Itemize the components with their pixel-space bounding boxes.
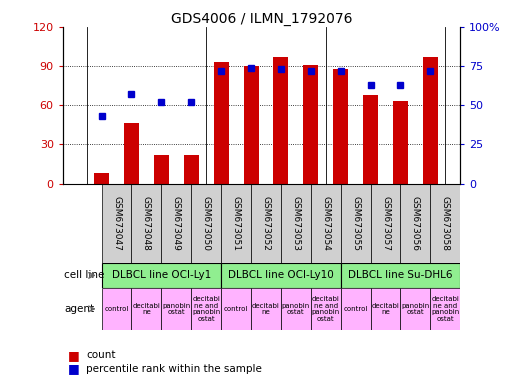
Text: decitabi
ne and
panobin
ostat: decitabi ne and panobin ostat xyxy=(312,296,340,322)
Bar xyxy=(311,288,340,330)
Bar xyxy=(154,155,169,184)
Bar xyxy=(244,66,258,184)
Bar xyxy=(221,288,251,330)
Bar xyxy=(430,288,460,330)
Bar xyxy=(221,263,340,288)
Text: DLBCL line OCI-Ly1: DLBCL line OCI-Ly1 xyxy=(112,270,211,280)
Text: GSM673050: GSM673050 xyxy=(202,196,211,251)
Text: panobin
ostat: panobin ostat xyxy=(401,303,429,315)
Bar xyxy=(101,263,221,288)
Bar xyxy=(191,288,221,330)
Text: decitabi
ne and
panobin
ostat: decitabi ne and panobin ostat xyxy=(192,296,220,322)
Bar xyxy=(214,62,229,184)
Bar xyxy=(251,288,281,330)
Bar xyxy=(371,288,401,330)
Bar xyxy=(251,184,281,263)
Bar xyxy=(94,173,109,184)
Bar xyxy=(101,288,131,330)
Text: GSM673048: GSM673048 xyxy=(142,196,151,251)
Bar xyxy=(131,184,162,263)
Bar xyxy=(393,101,408,184)
Bar xyxy=(281,184,311,263)
Bar xyxy=(101,184,131,263)
Bar xyxy=(340,288,371,330)
Text: decitabi
ne: decitabi ne xyxy=(132,303,161,315)
Text: GSM673057: GSM673057 xyxy=(381,196,390,251)
Bar xyxy=(303,65,319,184)
Bar xyxy=(311,184,340,263)
Text: control: control xyxy=(105,306,129,312)
Text: panobin
ostat: panobin ostat xyxy=(162,303,190,315)
Text: panobin
ostat: panobin ostat xyxy=(282,303,310,315)
Text: control: control xyxy=(224,306,248,312)
Bar xyxy=(184,155,199,184)
Text: GSM673051: GSM673051 xyxy=(232,196,241,251)
Bar xyxy=(423,57,438,184)
Bar xyxy=(401,288,430,330)
Bar xyxy=(191,184,221,263)
Bar xyxy=(340,263,460,288)
Text: GSM673049: GSM673049 xyxy=(172,196,181,251)
Text: percentile rank within the sample: percentile rank within the sample xyxy=(86,364,262,374)
Text: DLBCL line Su-DHL6: DLBCL line Su-DHL6 xyxy=(348,270,453,280)
Text: ■: ■ xyxy=(68,349,79,362)
Text: GSM673056: GSM673056 xyxy=(411,196,420,251)
Text: control: control xyxy=(344,306,368,312)
Bar xyxy=(333,69,348,184)
Text: decitabi
ne: decitabi ne xyxy=(371,303,400,315)
Text: decitabi
ne: decitabi ne xyxy=(252,303,280,315)
Bar xyxy=(131,288,162,330)
Title: GDS4006 / ILMN_1792076: GDS4006 / ILMN_1792076 xyxy=(170,12,353,26)
Text: GSM673058: GSM673058 xyxy=(441,196,450,251)
Text: decitabi
ne and
panobin
ostat: decitabi ne and panobin ostat xyxy=(431,296,459,322)
Bar xyxy=(281,288,311,330)
Text: GSM673054: GSM673054 xyxy=(321,196,330,251)
Bar xyxy=(430,184,460,263)
Text: cell line: cell line xyxy=(64,270,105,280)
Bar xyxy=(340,184,371,263)
Text: DLBCL line OCI-Ly10: DLBCL line OCI-Ly10 xyxy=(228,270,334,280)
Bar xyxy=(162,288,191,330)
Bar xyxy=(371,184,401,263)
Bar xyxy=(363,95,378,184)
Text: count: count xyxy=(86,350,116,360)
Text: GSM673052: GSM673052 xyxy=(262,196,270,251)
Bar xyxy=(124,124,139,184)
Text: GSM673055: GSM673055 xyxy=(351,196,360,251)
Bar xyxy=(274,57,288,184)
Text: GSM673053: GSM673053 xyxy=(291,196,300,251)
Text: agent: agent xyxy=(64,304,94,314)
Text: ■: ■ xyxy=(68,362,79,375)
Bar xyxy=(162,184,191,263)
Bar xyxy=(221,184,251,263)
Text: GSM673047: GSM673047 xyxy=(112,196,121,251)
Bar xyxy=(401,184,430,263)
